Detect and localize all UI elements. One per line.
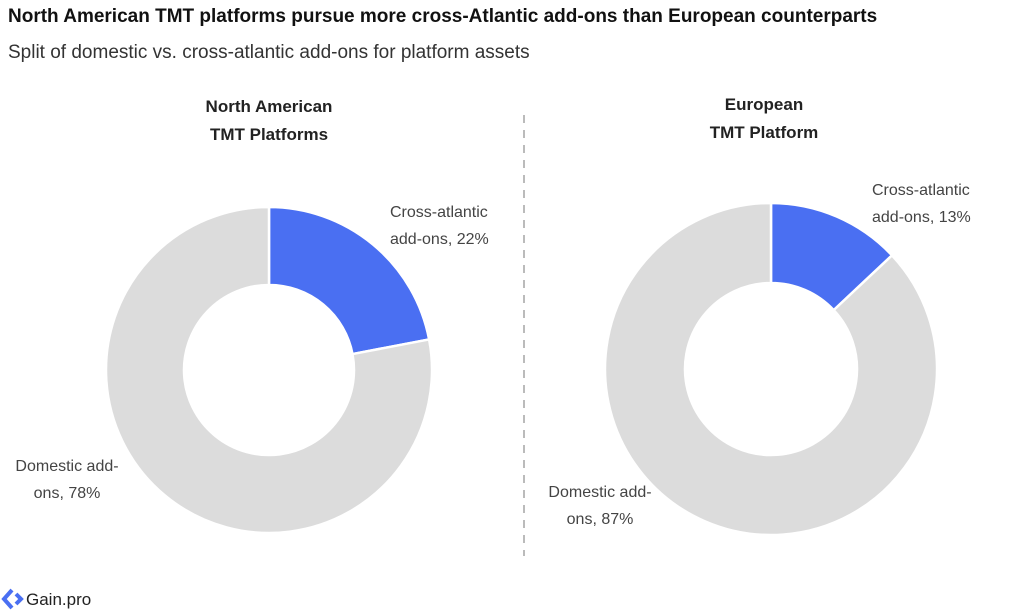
chart-title: European bbox=[724, 95, 804, 114]
logo-text: Gain.pro bbox=[26, 590, 92, 609]
chart-title: TMT Platforms bbox=[209, 125, 329, 144]
data-label: Cross-atlantic add-ons, 13% bbox=[872, 182, 971, 226]
logo-icon bbox=[1, 588, 24, 610]
page-title: North American TMT platforms pursue more… bbox=[8, 6, 878, 27]
page-subtitle: Split of domestic vs. cross-atlantic add… bbox=[8, 42, 530, 63]
chart-title: North American bbox=[205, 97, 333, 116]
data-label: Domestic add-ons, 87% bbox=[548, 484, 652, 528]
data-label: Cross-atlantic add-ons, 22% bbox=[390, 204, 489, 248]
donut-slice bbox=[267, 205, 431, 356]
chart-title: TMT Platform bbox=[709, 123, 819, 142]
donut-slice bbox=[104, 205, 434, 535]
donut-slice bbox=[603, 201, 939, 537]
data-label: Domestic add-ons, 78% bbox=[15, 458, 119, 502]
